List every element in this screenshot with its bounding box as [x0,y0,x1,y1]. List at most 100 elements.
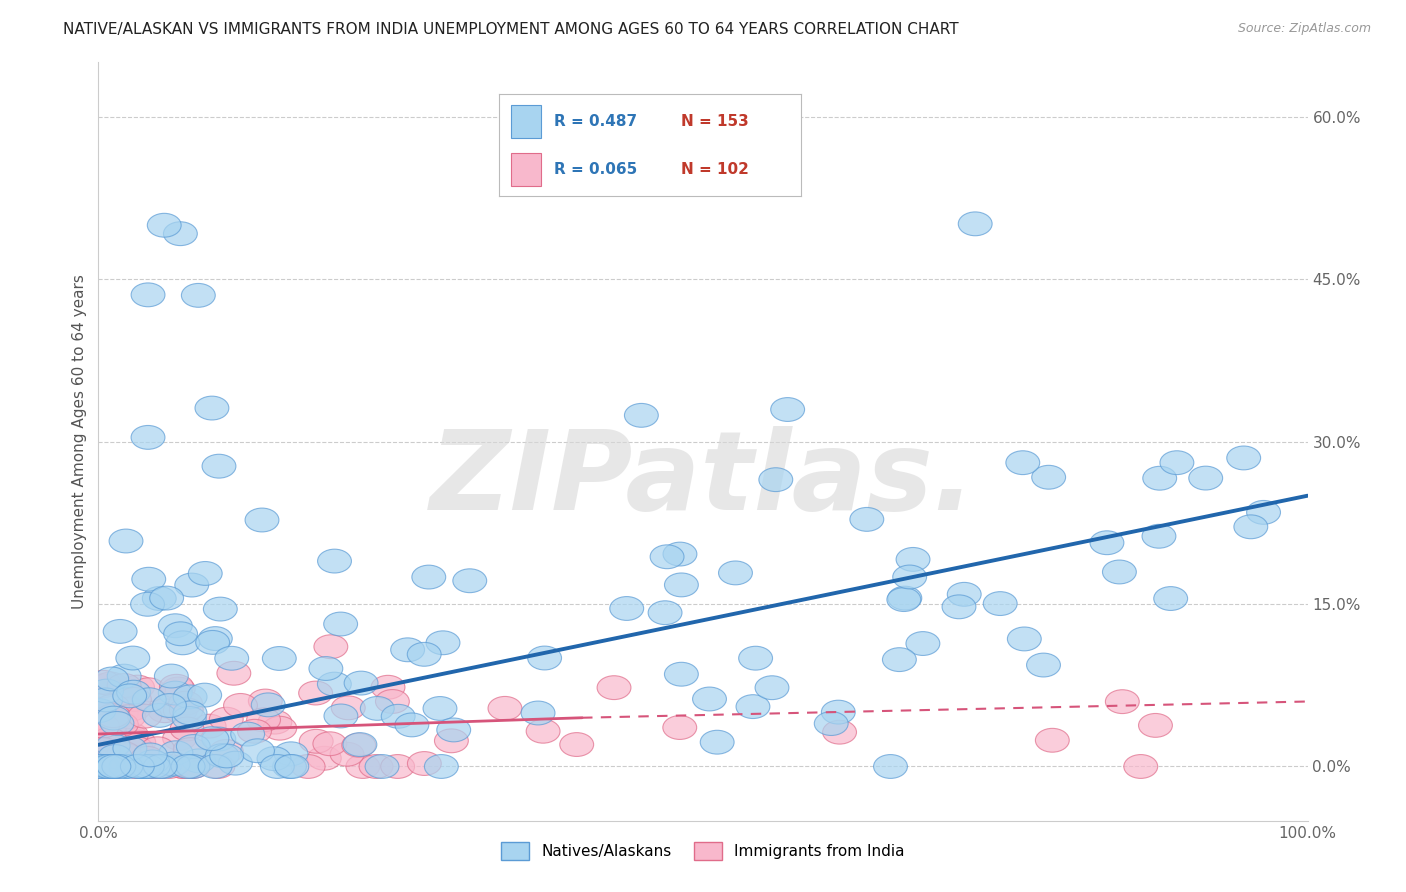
Ellipse shape [371,675,405,699]
Ellipse shape [148,698,181,723]
Ellipse shape [86,671,120,694]
Ellipse shape [408,642,441,666]
Ellipse shape [131,283,165,307]
Ellipse shape [198,627,232,650]
Ellipse shape [173,738,207,762]
Ellipse shape [665,573,699,597]
Text: R = 0.065: R = 0.065 [554,162,637,178]
Ellipse shape [142,704,176,727]
Ellipse shape [381,755,415,779]
Ellipse shape [195,631,229,655]
Ellipse shape [110,529,143,553]
Ellipse shape [174,755,208,779]
Ellipse shape [96,755,129,779]
Ellipse shape [209,707,243,731]
Ellipse shape [204,597,238,621]
Ellipse shape [360,697,394,721]
Ellipse shape [893,565,927,589]
Ellipse shape [610,597,644,621]
Ellipse shape [136,755,170,779]
Ellipse shape [149,586,184,610]
Ellipse shape [100,755,134,779]
Ellipse shape [94,672,128,696]
Ellipse shape [112,684,146,707]
Ellipse shape [128,755,162,779]
Ellipse shape [598,676,631,699]
Ellipse shape [107,665,141,688]
Ellipse shape [883,648,917,672]
Ellipse shape [97,706,131,730]
Ellipse shape [181,749,215,772]
Ellipse shape [86,714,120,739]
Ellipse shape [110,755,143,779]
Ellipse shape [193,714,226,738]
Ellipse shape [129,755,163,779]
Ellipse shape [163,726,197,750]
Ellipse shape [166,631,200,655]
Ellipse shape [188,683,222,707]
Ellipse shape [896,548,929,571]
Ellipse shape [169,698,204,722]
Ellipse shape [202,727,236,751]
Ellipse shape [1143,467,1177,490]
Ellipse shape [101,755,136,779]
Ellipse shape [148,755,181,779]
Ellipse shape [425,755,458,779]
Ellipse shape [700,731,734,754]
Ellipse shape [391,638,425,662]
Ellipse shape [263,647,297,671]
Ellipse shape [1247,500,1281,524]
Ellipse shape [308,747,342,770]
Ellipse shape [245,508,278,532]
Ellipse shape [163,622,197,646]
Ellipse shape [718,561,752,585]
Ellipse shape [118,697,152,720]
Ellipse shape [318,673,352,696]
Ellipse shape [104,713,138,737]
Ellipse shape [132,567,166,591]
Ellipse shape [1026,653,1060,677]
Ellipse shape [94,737,128,761]
Ellipse shape [342,733,375,757]
Ellipse shape [231,723,264,746]
Ellipse shape [131,755,165,779]
Ellipse shape [166,755,200,779]
Ellipse shape [86,714,120,738]
Ellipse shape [176,755,209,779]
Ellipse shape [344,671,378,695]
Ellipse shape [163,222,197,245]
Text: Source: ZipAtlas.com: Source: ZipAtlas.com [1237,22,1371,36]
Ellipse shape [1189,467,1223,490]
Ellipse shape [423,697,457,721]
Ellipse shape [93,722,127,745]
Ellipse shape [89,688,122,712]
Ellipse shape [240,739,274,763]
Ellipse shape [131,425,165,450]
Ellipse shape [170,717,204,741]
Ellipse shape [246,708,280,731]
Ellipse shape [527,646,561,670]
Ellipse shape [209,739,243,764]
Ellipse shape [115,646,149,670]
Ellipse shape [86,738,120,762]
Ellipse shape [257,747,291,771]
Ellipse shape [167,755,201,779]
Ellipse shape [136,750,170,773]
Ellipse shape [434,729,468,753]
Ellipse shape [86,755,120,779]
Ellipse shape [188,562,222,585]
Ellipse shape [1227,446,1261,470]
Ellipse shape [121,755,155,779]
Ellipse shape [1035,729,1069,752]
Ellipse shape [107,673,141,698]
Ellipse shape [152,695,187,719]
Ellipse shape [152,694,187,717]
Ellipse shape [142,755,176,779]
Ellipse shape [93,755,127,779]
Ellipse shape [83,755,117,779]
Ellipse shape [330,742,364,766]
Ellipse shape [82,698,115,723]
Ellipse shape [82,741,115,765]
Ellipse shape [1032,466,1066,489]
Ellipse shape [162,677,195,701]
